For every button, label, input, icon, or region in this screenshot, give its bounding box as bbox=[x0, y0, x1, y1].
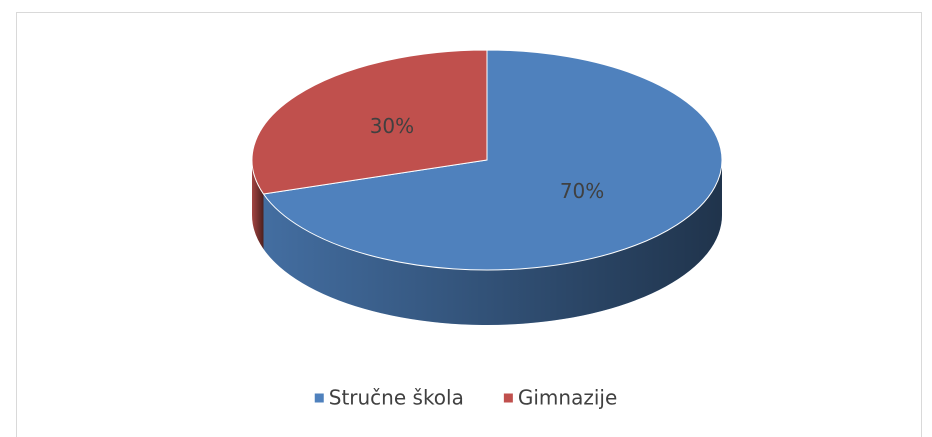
legend-label: Stručne škola bbox=[329, 386, 464, 410]
slice bbox=[262, 49, 723, 271]
slice bbox=[251, 49, 488, 195]
slice-side-shade bbox=[263, 160, 722, 326]
legend-label: Gimnazije bbox=[518, 386, 617, 410]
data-label: 70% bbox=[560, 179, 604, 203]
slice-side-shade bbox=[252, 160, 264, 249]
legend-swatch bbox=[503, 393, 513, 403]
data-label: 30% bbox=[370, 114, 414, 138]
legend-swatch bbox=[314, 393, 324, 403]
